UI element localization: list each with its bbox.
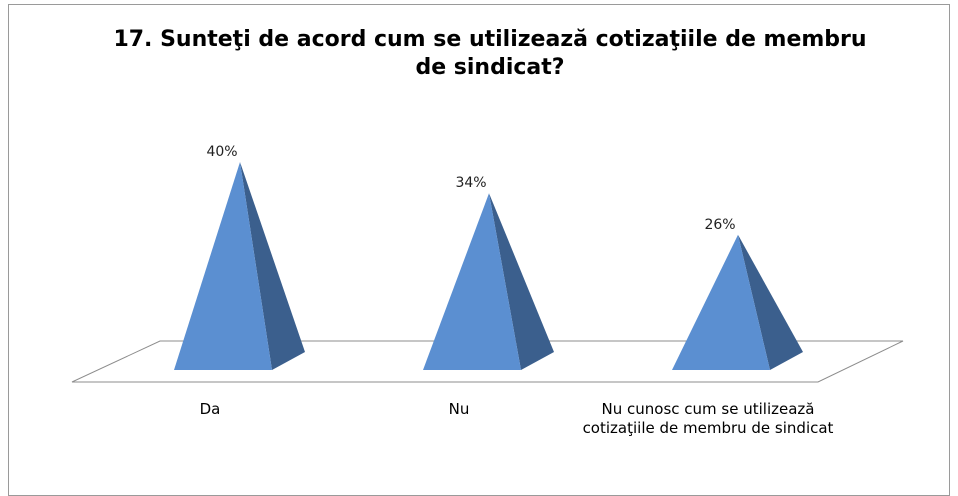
value-label: 34% [455, 175, 486, 191]
pyramid-side [738, 234, 803, 370]
value-label: 40% [206, 144, 237, 160]
pyramid-front [423, 193, 521, 370]
pyramid [672, 234, 803, 370]
chart-title: 17. Sunteţi de acord cum se utilizează c… [113, 27, 867, 80]
x-tick-label: Nu [448, 400, 470, 418]
pyramid [423, 193, 554, 370]
x-tick-label: Da [199, 400, 221, 418]
pyramid [174, 162, 305, 370]
value-label: 26% [704, 217, 735, 233]
pyramid-front [672, 234, 770, 370]
pyramid-side [240, 162, 305, 370]
pyramid-front [174, 162, 272, 370]
x-tick-label: Nu cunosc cum se utilizează cotizaţiile … [582, 400, 834, 437]
pyramid-side [489, 193, 554, 370]
